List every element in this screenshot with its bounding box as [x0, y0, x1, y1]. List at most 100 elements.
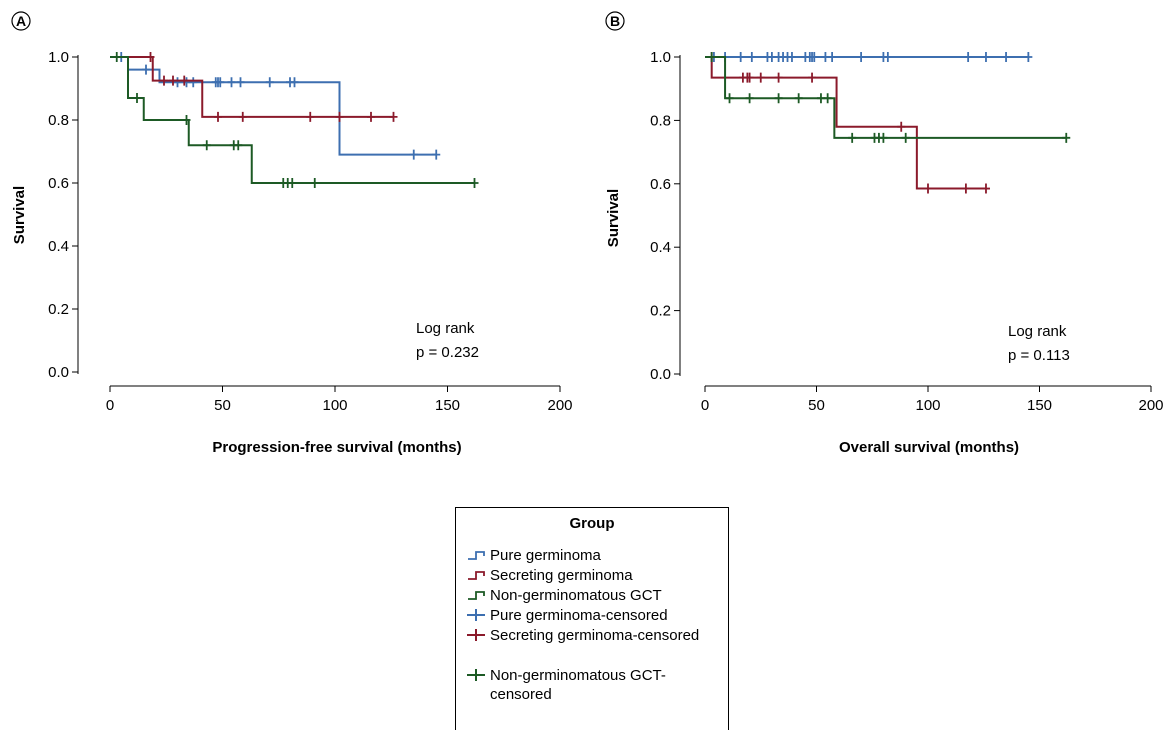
panel-a-annotation-line1: Log rank	[416, 320, 475, 337]
panel-a-curve-secreting	[110, 56, 394, 118]
legend-item-label: Pure germinoma	[490, 547, 601, 564]
panel-b-censor-mark-pure	[828, 52, 837, 62]
panel-a-x-tick-label: 100	[322, 397, 347, 414]
panel-a-censor-mark-nongerm	[133, 92, 141, 103]
panel-a-x-tick-label: 0	[106, 397, 114, 414]
panel-a-censor-mark-pure	[173, 77, 182, 88]
censor-cross-icon	[467, 609, 485, 621]
panel-b-letter: B	[610, 13, 620, 29]
panel-a-censor-mark-pure	[216, 77, 225, 88]
panel-b-censor-mark-pure	[883, 52, 892, 62]
panel-b-censor-mark-pure	[747, 52, 756, 62]
censor-cross-icon	[467, 669, 485, 681]
legend-swatch	[467, 669, 485, 681]
panel-b-censor-mark-secreting	[961, 183, 970, 194]
panel-a-series	[110, 52, 479, 188]
panel-a-curve-nongerm	[110, 56, 475, 184]
panel-b-censor-mark-pure	[1024, 52, 1033, 62]
panel-b-y-axis-title: Survival	[605, 189, 622, 247]
panel-b-censor-mark-pure	[964, 52, 973, 62]
panel-a-censor-mark-secreting	[169, 75, 177, 86]
panel-a-censor-mark-nongerm	[288, 178, 297, 188]
legend-swatch	[468, 571, 485, 580]
legend-item-label: Non-germinomatous GCT	[490, 587, 662, 604]
panel-b-censor-mark-nongerm	[823, 93, 832, 104]
panel-b-censor-mark-pure	[857, 52, 866, 62]
panel-a-censor-mark-secreting	[180, 75, 189, 86]
legend-item-label: Non-germinomatous GCT-censored	[490, 667, 666, 703]
panel-a-x-tick-label: 50	[214, 397, 231, 414]
panel-a-censor-mark-secreting	[214, 111, 222, 122]
panel-b-censor-mark-pure	[736, 52, 745, 62]
panel-a-y-tick-label: 1.0	[48, 49, 69, 66]
panel-b-censor-mark-nongerm	[1062, 132, 1071, 143]
step-line-icon	[468, 571, 485, 580]
panel-b-x-tick-label: 100	[915, 397, 940, 414]
panel-a-censor-mark-pure	[142, 64, 150, 75]
legend-swatch	[468, 591, 485, 600]
panel-a-censor-mark-nongerm	[202, 140, 211, 151]
panel-a-censor-mark-nongerm	[310, 178, 319, 188]
panel-a-censor-mark-pure	[432, 149, 441, 160]
legend-item-label: Secreting germinoma-censored	[490, 627, 700, 644]
legend-item-label: Secreting germinoma	[490, 567, 633, 584]
panel-b-censor-mark-nongerm	[774, 93, 783, 104]
panel-a-censor-mark-secreting	[306, 111, 315, 122]
panel-a-censor-mark-nongerm	[182, 115, 191, 125]
panel-a-letter: A	[16, 13, 26, 29]
figure-canvas: A 0.0 0.2 0.4 0.6 0.8 1.0 0 50 100 150 200 Log ran…	[11, 11, 1164, 456]
panel-b-y-tick-label: 0.4	[650, 239, 671, 256]
panel-b-censor-mark-nongerm	[901, 132, 910, 143]
panel-a-curve-pure	[110, 56, 437, 156]
legend: Group Pure germinoma Secreting germinoma N…	[455, 507, 729, 730]
panel-a-censor-mark-pure	[236, 77, 245, 88]
legend-swatch	[468, 551, 485, 560]
panel-a-x-tick-label: 150	[435, 397, 460, 414]
panel-a-censor-mark-secreting	[367, 111, 375, 122]
panel-a: A 0.0 0.2 0.4 0.6 0.8 1.0 0 50 100 150 200 Log ran…	[11, 11, 573, 456]
step-line-icon	[468, 551, 485, 560]
panel-a-censor-mark-secreting	[146, 52, 155, 62]
panel-a-y-tick-label: 0.6	[48, 175, 69, 192]
panel-b-y-tick-label: 0.6	[650, 176, 671, 193]
panel-a-censor-mark-secreting	[335, 111, 344, 122]
panel-b-censor-mark-nongerm	[794, 93, 803, 104]
panel-a-censor-mark-nongerm	[112, 52, 121, 62]
panel-a-x-tick-label: 200	[547, 397, 572, 414]
legend-item-label: Pure germinoma-censored	[490, 607, 668, 624]
panel-b-censor-mark-secreting	[897, 121, 906, 132]
panel-b-badge	[605, 11, 625, 31]
panel-a-y-tick-label: 0.0	[48, 364, 69, 381]
panel-b-curve-nongerm	[705, 56, 1067, 139]
panel-b-censor-mark-secreting	[756, 72, 765, 83]
censor-cross-icon	[467, 629, 485, 641]
panel-a-censor-mark-pure	[290, 77, 299, 88]
panel-b-censor-mark-secreting	[981, 183, 990, 194]
panel-b-x-tick-label: 0	[701, 397, 709, 414]
panel-a-censor-mark-nongerm	[470, 178, 479, 188]
panel-b-censor-mark-pure	[767, 52, 776, 62]
panel-b-censor-mark-secreting	[924, 183, 932, 194]
legend-swatch	[467, 629, 485, 641]
panel-a-badge	[11, 11, 31, 31]
panel-b-x-axis-title: Overall survival (months)	[839, 439, 1019, 456]
legend-swatch	[467, 609, 485, 621]
panel-b-censor-mark-secreting	[808, 72, 817, 83]
panel-a-censor-mark-secreting	[238, 111, 247, 122]
panel-b-censor-mark-secreting	[774, 72, 783, 83]
panel-b: B 0.0 0.2 0.4 0.6 0.8 1.0 0 50 100 150 200 Log ran…	[605, 11, 1164, 456]
panel-a-y-tick-label: 0.8	[48, 112, 69, 129]
panel-a-y-tick-label: 0.4	[48, 238, 69, 255]
panel-b-censor-mark-nongerm	[879, 132, 888, 143]
panel-b-censor-mark-pure	[1002, 52, 1011, 62]
panel-a-censor-mark-pure	[189, 77, 198, 88]
panel-b-y-tick-label: 0.8	[650, 112, 671, 129]
panel-a-censor-mark-secreting	[389, 111, 398, 122]
panel-b-censor-mark-nongerm	[816, 93, 825, 104]
panel-b-censor-mark-nongerm	[745, 93, 754, 104]
panel-a-x-axis-title: Progression-free survival (months)	[212, 439, 461, 456]
panel-a-y-tick-label: 0.2	[48, 301, 69, 318]
panel-a-censor-mark-nongerm	[234, 140, 243, 151]
panel-b-censor-mark-secreting	[745, 72, 754, 83]
panel-a-censor-mark-pure	[409, 149, 418, 160]
